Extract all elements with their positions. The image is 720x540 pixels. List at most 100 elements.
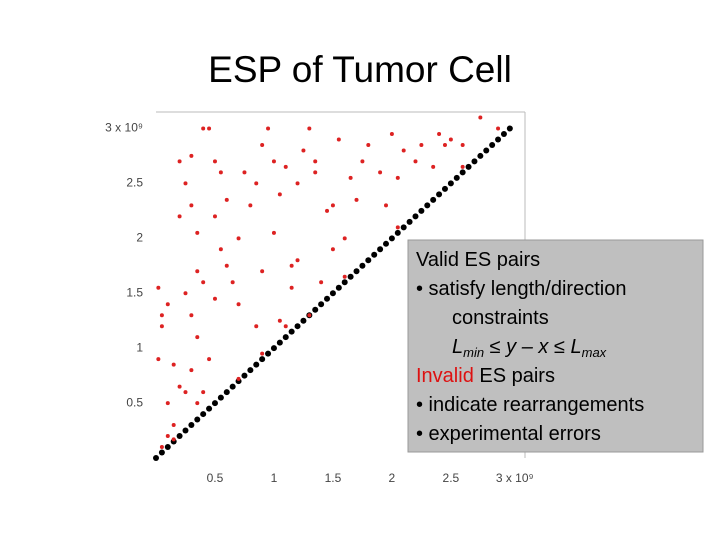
diagonal-point: [158, 449, 165, 456]
scatter-point: [271, 230, 276, 235]
annotation-line: constraints: [452, 307, 549, 329]
scatter-point: [260, 351, 265, 356]
scatter-point: [336, 137, 341, 142]
scatter-point: [354, 197, 359, 202]
diagonal-point: [217, 394, 224, 401]
annotation-formula: Lmin ≤ y – x ≤ Lmax: [452, 336, 607, 360]
scatter-point: [342, 236, 347, 241]
x-tick-label: 1.5: [325, 471, 342, 485]
scatter-point: [165, 434, 170, 439]
scatter-point: [384, 203, 388, 208]
slide-title: ESP of Tumor Cell: [208, 49, 512, 90]
scatter-point: [266, 126, 271, 131]
scatter-point: [442, 142, 447, 147]
scatter-point: [189, 203, 194, 208]
annotation-text: ES pairs: [474, 365, 555, 387]
diagonal-point: [418, 207, 425, 214]
scatter-point: [295, 181, 300, 186]
diagonal-point: [247, 367, 254, 374]
scatter-point: [165, 401, 170, 406]
diagonal-point: [253, 361, 260, 368]
formula-part: L: [452, 336, 463, 358]
diagonal-point: [329, 290, 336, 297]
scatter-point: [289, 263, 294, 268]
scatter-point: [159, 324, 164, 329]
scatter-point: [159, 445, 164, 450]
diagonal-point: [477, 152, 484, 159]
diagonal-point: [200, 411, 207, 418]
diagonal-point: [194, 416, 201, 423]
scatter-point: [378, 170, 383, 175]
scatter-point: [395, 225, 400, 230]
diagonal-point: [377, 246, 384, 253]
scatter-point: [460, 142, 465, 147]
diagonal-point: [447, 180, 454, 187]
scatter-point: [159, 313, 164, 318]
diagonal-point: [441, 185, 448, 192]
scatter-point: [431, 164, 436, 169]
diagonal-point: [312, 306, 319, 313]
diagonal-point: [471, 158, 478, 165]
scatter-point: [366, 142, 371, 147]
diagonal-point: [495, 136, 502, 143]
x-tick-label: 2.5: [443, 471, 460, 485]
scatter-point: [195, 401, 200, 406]
diagonal-point: [153, 455, 159, 461]
x-tick-label: 1: [271, 471, 278, 485]
scatter-point: [171, 437, 176, 442]
y-tick-label: 1.5: [126, 285, 143, 299]
annotation-background: [407, 239, 704, 453]
scatter-point: [448, 137, 453, 142]
scatter-point: [277, 318, 282, 323]
diagonal-point: [394, 229, 401, 236]
scatter-point: [236, 302, 241, 307]
scatter-point: [177, 214, 182, 219]
formula-part: ≤ y – x ≤: [484, 336, 570, 358]
diagonal-point: [341, 279, 348, 286]
scatter-point: [171, 423, 176, 428]
diagonal-point: [400, 224, 407, 231]
scatter-point: [271, 159, 276, 164]
scatter-point: [330, 203, 335, 208]
diagonal-point: [347, 273, 354, 280]
scatter-point: [254, 181, 259, 186]
scatter-point: [189, 313, 194, 318]
scatter-point: [419, 142, 424, 147]
diagonal-point: [412, 213, 419, 220]
x-tick-label: 2: [389, 471, 396, 485]
scatter-point: [254, 324, 259, 329]
diagonal-point: [500, 130, 507, 137]
diagonal-point: [383, 240, 389, 247]
scatter-point: [224, 197, 229, 202]
scatter-point: [283, 164, 288, 169]
diagonal-point: [259, 356, 266, 363]
diagonal-point: [300, 317, 307, 324]
scatter-point: [207, 357, 212, 362]
diagonal-point: [365, 257, 372, 264]
scatter-point: [189, 153, 194, 158]
scatter-point: [437, 131, 442, 136]
scatter-point: [260, 269, 265, 274]
diagonal-point: [359, 262, 366, 269]
scatter-point: [301, 148, 306, 153]
y-tick-label: 2: [136, 230, 143, 244]
scatter-point: [212, 214, 217, 219]
diagonal-point: [288, 328, 295, 335]
diagonal-point: [324, 295, 331, 302]
scatter-point: [325, 208, 330, 213]
diagonal-point: [424, 202, 431, 209]
scatter-point: [289, 285, 294, 290]
annotation-line: Invalid ES pairs: [416, 365, 555, 387]
diagonal-point: [223, 389, 230, 396]
diagonal-point: [353, 268, 360, 275]
scatter-point: [212, 296, 217, 301]
y-tick-label: 0.5: [126, 395, 143, 409]
scatter-point: [496, 126, 501, 131]
diagonal-point: [406, 218, 413, 225]
x-tick-label: 3 x 10⁹: [496, 471, 534, 485]
scatter-point: [189, 368, 194, 373]
diagonal-point: [211, 400, 218, 407]
annotation-box: Valid ES pairs • satisfy length/directio…: [407, 239, 704, 453]
diagonal-point: [318, 301, 325, 308]
diagonal-point: [294, 323, 301, 330]
